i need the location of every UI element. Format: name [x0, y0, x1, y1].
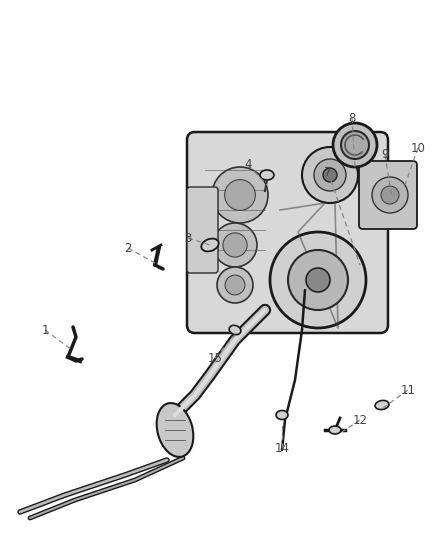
Text: 12: 12: [353, 414, 367, 426]
Text: 15: 15: [208, 351, 223, 365]
Text: 11: 11: [400, 384, 416, 397]
Circle shape: [213, 223, 257, 267]
Circle shape: [314, 159, 346, 191]
Circle shape: [212, 167, 268, 223]
Ellipse shape: [375, 400, 389, 409]
Circle shape: [381, 186, 399, 204]
Circle shape: [225, 275, 245, 295]
Circle shape: [223, 233, 247, 257]
Text: 10: 10: [410, 141, 425, 155]
Circle shape: [302, 147, 358, 203]
Circle shape: [341, 131, 369, 159]
Text: 7: 7: [324, 166, 332, 179]
FancyBboxPatch shape: [187, 187, 218, 273]
Circle shape: [372, 177, 408, 213]
Text: 9: 9: [381, 149, 389, 161]
Ellipse shape: [260, 170, 274, 180]
Ellipse shape: [276, 410, 288, 419]
Text: 14: 14: [275, 441, 290, 455]
Circle shape: [225, 180, 255, 211]
Ellipse shape: [329, 426, 341, 434]
Circle shape: [333, 123, 377, 167]
Circle shape: [270, 232, 366, 328]
Ellipse shape: [229, 325, 241, 335]
FancyBboxPatch shape: [359, 161, 417, 229]
Circle shape: [217, 267, 253, 303]
Circle shape: [323, 168, 337, 182]
Text: 1: 1: [41, 324, 49, 336]
Ellipse shape: [157, 403, 193, 457]
Text: 4: 4: [244, 158, 252, 172]
Text: 2: 2: [124, 241, 132, 254]
Ellipse shape: [201, 239, 219, 252]
Circle shape: [306, 268, 330, 292]
Text: 3: 3: [184, 231, 192, 245]
Text: 8: 8: [348, 111, 356, 125]
Circle shape: [288, 250, 348, 310]
FancyBboxPatch shape: [187, 132, 388, 333]
